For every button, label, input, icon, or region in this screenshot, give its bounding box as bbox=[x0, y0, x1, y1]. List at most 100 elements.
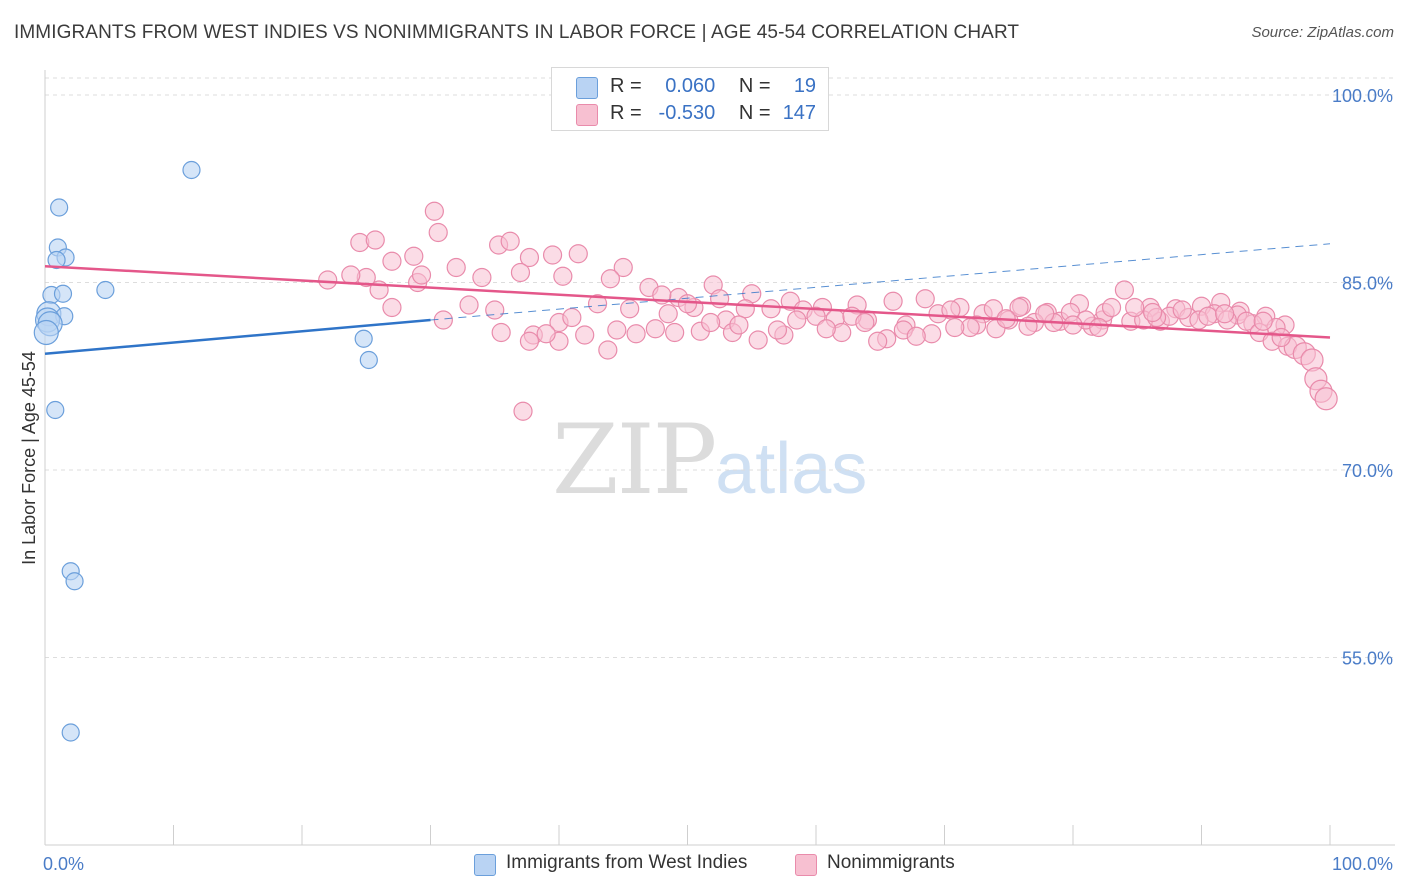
point-nonimmigrants bbox=[816, 319, 836, 339]
point-nonimmigrants bbox=[562, 307, 582, 328]
point-nonimmigrants bbox=[536, 324, 556, 344]
point-nonimmigrants bbox=[735, 299, 755, 319]
point-nonimmigrants bbox=[600, 269, 621, 289]
point-nonimmigrants bbox=[424, 201, 444, 221]
point-nonimmigrants bbox=[365, 230, 385, 250]
point-immigrants-west-indies bbox=[53, 284, 73, 303]
point-nonimmigrants bbox=[767, 320, 788, 340]
point-nonimmigrants bbox=[883, 291, 903, 311]
legend-n-value: 19 bbox=[793, 75, 817, 97]
point-nonimmigrants bbox=[787, 310, 807, 330]
point-nonimmigrants bbox=[626, 324, 646, 344]
series-nonimmigrants bbox=[318, 201, 1338, 421]
point-nonimmigrants bbox=[500, 231, 520, 251]
point-nonimmigrants bbox=[915, 289, 935, 309]
point-nonimmigrants bbox=[729, 315, 749, 335]
correlation-legend: R = 0.060 N = 19 R = -0.530 N = 147 bbox=[551, 67, 829, 131]
point-nonimmigrants bbox=[701, 312, 721, 333]
legend-swatch-pink bbox=[576, 104, 598, 126]
point-nonimmigrants bbox=[553, 266, 573, 286]
point-nonimmigrants bbox=[472, 267, 492, 288]
bottom-legend-swatch-pink bbox=[795, 854, 817, 876]
point-nonimmigrants bbox=[1172, 300, 1192, 320]
point-nonimmigrants bbox=[806, 306, 826, 326]
point-nonimmigrants bbox=[382, 297, 402, 318]
legend-n-label: N = bbox=[738, 102, 771, 124]
point-immigrants-west-indies bbox=[47, 250, 66, 270]
point-nonimmigrants bbox=[1035, 304, 1055, 324]
y-tick-label: 55.0% bbox=[1342, 649, 1393, 669]
x-tick-label-min: 0.0% bbox=[43, 854, 84, 874]
x-tick-label-max: 100.0% bbox=[1332, 854, 1393, 874]
point-nonimmigrants bbox=[1114, 280, 1135, 300]
point-immigrants-west-indies bbox=[96, 280, 115, 300]
point-nonimmigrants bbox=[404, 246, 424, 266]
y-tick-label: 70.0% bbox=[1342, 461, 1393, 481]
point-nonimmigrants bbox=[868, 331, 888, 351]
point-nonimmigrants bbox=[428, 222, 448, 243]
point-nonimmigrants bbox=[510, 262, 531, 283]
point-nonimmigrants bbox=[513, 401, 533, 421]
point-nonimmigrants bbox=[1009, 297, 1029, 318]
point-nonimmigrants bbox=[761, 299, 781, 319]
point-nonimmigrants bbox=[1198, 306, 1218, 326]
axis-layer bbox=[44, 70, 1395, 846]
point-immigrants-west-indies bbox=[46, 400, 65, 420]
point-nonimmigrants bbox=[485, 300, 505, 320]
point-nonimmigrants bbox=[1125, 297, 1145, 318]
point-nonimmigrants bbox=[568, 244, 588, 264]
y-axis-title: In Labor Force | Age 45-54 bbox=[19, 351, 39, 565]
point-nonimmigrants bbox=[1253, 311, 1273, 331]
trend-lines bbox=[44, 243, 1331, 355]
legend-n-label: N = bbox=[738, 75, 771, 97]
point-nonimmigrants bbox=[1215, 304, 1235, 324]
point-nonimmigrants bbox=[491, 322, 511, 343]
point-immigrants-west-indies bbox=[33, 319, 59, 346]
point-nonimmigrants bbox=[1101, 297, 1122, 318]
bottom-legend-label-immigrants: Immigrants from West Indies bbox=[506, 852, 748, 873]
point-immigrants-west-indies bbox=[354, 329, 373, 348]
legend-r-label: R = bbox=[610, 102, 642, 124]
chart-title: IMMIGRANTS FROM WEST INDIES VS NONIMMIGR… bbox=[14, 22, 1020, 43]
point-nonimmigrants bbox=[318, 270, 338, 290]
point-nonimmigrants bbox=[1271, 327, 1291, 348]
point-nonimmigrants bbox=[645, 319, 665, 339]
point-nonimmigrants bbox=[607, 320, 627, 340]
bottom-legend-label-nonimmigrants: Nonimmigrants bbox=[827, 852, 955, 873]
point-nonimmigrants bbox=[519, 247, 540, 268]
trend-line-immigrants-extension bbox=[430, 243, 1331, 321]
point-nonimmigrants bbox=[575, 325, 595, 345]
point-immigrants-west-indies bbox=[61, 723, 80, 742]
legend-r-label: R = bbox=[610, 75, 642, 97]
point-nonimmigrants bbox=[341, 265, 361, 285]
point-nonimmigrants bbox=[945, 317, 965, 338]
point-nonimmigrants bbox=[519, 331, 540, 351]
point-nonimmigrants bbox=[459, 295, 479, 315]
legend-r-value: -0.530 bbox=[658, 102, 716, 124]
point-nonimmigrants bbox=[906, 326, 926, 346]
series-immigrants-west-indies bbox=[33, 160, 378, 742]
point-nonimmigrants bbox=[613, 257, 633, 278]
legend-n-value: 147 bbox=[782, 102, 817, 124]
tick-labels: 100.0% 85.0% 70.0% 55.0% 0.0% 100.0% bbox=[43, 86, 1393, 874]
point-nonimmigrants bbox=[433, 310, 453, 330]
grid-layer bbox=[45, 77, 1395, 658]
source-note: Source: ZipAtlas.com bbox=[1251, 24, 1394, 41]
point-nonimmigrants bbox=[446, 257, 466, 278]
point-nonimmigrants bbox=[382, 251, 402, 271]
point-nonimmigrants bbox=[855, 312, 875, 333]
bottom-legend-swatch-blue bbox=[474, 854, 496, 876]
point-nonimmigrants bbox=[542, 245, 563, 265]
point-nonimmigrants bbox=[1300, 348, 1324, 372]
point-immigrants-west-indies bbox=[182, 160, 201, 180]
point-immigrants-west-indies bbox=[359, 350, 378, 370]
point-nonimmigrants bbox=[1143, 302, 1163, 323]
point-nonimmigrants bbox=[748, 330, 768, 350]
legend-r-value: 0.060 bbox=[665, 75, 716, 97]
point-nonimmigrants bbox=[411, 265, 432, 285]
point-nonimmigrants bbox=[1314, 387, 1338, 411]
point-nonimmigrants bbox=[665, 322, 685, 343]
point-nonimmigrants bbox=[598, 340, 618, 360]
point-immigrants-west-indies bbox=[65, 572, 84, 591]
